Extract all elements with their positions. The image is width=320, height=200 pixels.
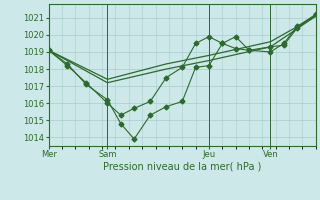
X-axis label: Pression niveau de la mer( hPa ): Pression niveau de la mer( hPa ) — [103, 162, 261, 172]
